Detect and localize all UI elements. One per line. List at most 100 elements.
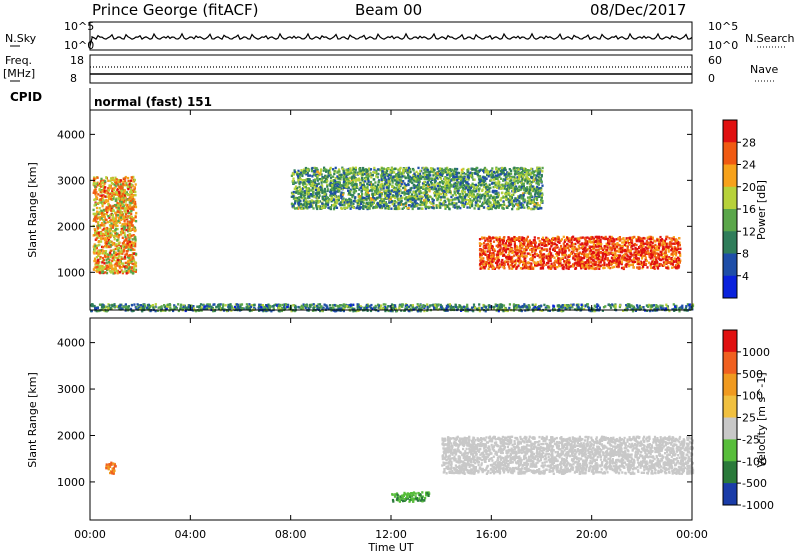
heatmap-cell bbox=[569, 304, 572, 307]
heatmap-cell bbox=[531, 249, 534, 252]
heatmap-cell bbox=[271, 305, 274, 308]
heatmap-cell bbox=[132, 227, 135, 231]
heatmap-cell bbox=[660, 253, 663, 256]
heatmap-cell bbox=[652, 258, 655, 261]
heatmap-cell bbox=[527, 244, 530, 248]
heatmap-cell bbox=[248, 304, 251, 307]
heatmap-cell bbox=[482, 193, 485, 196]
heatmap-cell bbox=[342, 308, 346, 311]
heatmap-cell bbox=[98, 265, 101, 269]
heatmap-cell bbox=[242, 307, 245, 310]
heatmap-cell bbox=[508, 241, 511, 244]
heatmap-cell bbox=[112, 209, 115, 213]
heatmap-cell bbox=[134, 183, 137, 186]
heatmap-cell bbox=[118, 265, 121, 268]
heatmap-cell bbox=[478, 309, 481, 313]
heatmap-cell bbox=[524, 263, 527, 266]
heatmap-cell bbox=[526, 235, 529, 239]
heatmap-cell bbox=[99, 231, 103, 234]
heatmap-cell bbox=[301, 193, 304, 196]
heatmap-cell bbox=[567, 246, 570, 250]
heatmap-cell bbox=[623, 239, 626, 242]
heatmap-cell bbox=[121, 271, 124, 275]
heatmap-cell bbox=[671, 308, 674, 311]
heatmap-cell bbox=[508, 243, 511, 247]
heatmap-cell bbox=[341, 307, 344, 310]
heatmap-cell bbox=[119, 207, 122, 210]
heatmap-cell bbox=[128, 240, 132, 244]
heatmap-cell bbox=[284, 303, 288, 306]
heatmap-cell bbox=[557, 240, 560, 243]
heatmap-cell bbox=[230, 309, 233, 312]
heatmap-cell bbox=[127, 239, 130, 243]
heatmap-cell bbox=[561, 247, 564, 251]
heatmap-cell bbox=[109, 251, 112, 254]
heatmap-cell bbox=[497, 256, 500, 259]
heatmap-cell bbox=[579, 243, 582, 246]
heatmap-cell bbox=[101, 234, 104, 237]
heatmap-cell bbox=[131, 218, 134, 221]
heatmap-cell bbox=[574, 237, 577, 240]
heatmap-cell bbox=[483, 263, 486, 266]
heatmap-cell bbox=[519, 173, 522, 177]
heatmap-cell bbox=[129, 184, 132, 187]
heatmap-cell bbox=[496, 245, 500, 249]
heatmap-cell bbox=[513, 247, 517, 250]
heatmap-cell bbox=[519, 242, 522, 245]
heatmap-cell bbox=[527, 261, 530, 264]
heatmap-cell bbox=[607, 251, 610, 254]
heatmap-cell bbox=[498, 244, 501, 247]
heatmap-cell bbox=[489, 239, 492, 242]
heatmap-cell bbox=[118, 186, 121, 189]
heatmap-cell bbox=[583, 264, 586, 267]
heatmap-cell bbox=[344, 303, 347, 307]
heatmap-cell bbox=[125, 305, 128, 308]
heatmap-cell bbox=[521, 243, 524, 247]
heatmap-cell bbox=[561, 256, 564, 259]
heatmap-cell bbox=[665, 242, 668, 246]
date-title: 08/Dec/2017 bbox=[590, 1, 686, 19]
heatmap-cell bbox=[95, 237, 98, 240]
heatmap-cell bbox=[173, 307, 176, 311]
heatmap-cell bbox=[129, 205, 132, 208]
heatmap-cell bbox=[479, 267, 482, 270]
heatmap-cell bbox=[540, 247, 544, 250]
heatmap-cell bbox=[535, 206, 538, 209]
heatmap-cell bbox=[115, 232, 119, 235]
heatmap-cell bbox=[239, 305, 242, 308]
heatmap-cell bbox=[311, 204, 314, 207]
heatmap-cell bbox=[597, 240, 600, 243]
heatmap-cell bbox=[433, 181, 436, 184]
heatmap-cell bbox=[581, 243, 584, 247]
heatmap-cell bbox=[567, 261, 570, 264]
heatmap-cell bbox=[477, 190, 481, 193]
heatmap-cell bbox=[131, 199, 134, 202]
heatmap-cell bbox=[636, 239, 639, 242]
heatmap-cell bbox=[132, 194, 135, 197]
heatmap-cell bbox=[475, 166, 478, 170]
heatmap-cell bbox=[248, 309, 251, 313]
heatmap-cell bbox=[106, 210, 109, 214]
heatmap-cell bbox=[116, 187, 119, 191]
heatmap-cell bbox=[581, 242, 584, 245]
heatmap-cell bbox=[600, 243, 603, 246]
heatmap-cell bbox=[129, 246, 132, 249]
heatmap-cell bbox=[107, 307, 110, 310]
heatmap-cell bbox=[113, 271, 117, 274]
heatmap-cell bbox=[565, 238, 568, 241]
heatmap-cell bbox=[103, 252, 106, 255]
heatmap-cell bbox=[569, 265, 572, 268]
heatmap-cell bbox=[109, 243, 112, 247]
heatmap-cell bbox=[542, 253, 546, 256]
heatmap-cell bbox=[610, 252, 613, 255]
nave-bottom-tick: 0 bbox=[708, 72, 715, 85]
heatmap-cell bbox=[610, 235, 613, 239]
heatmap-cell bbox=[493, 253, 496, 256]
heatmap-cell bbox=[126, 226, 129, 229]
heatmap-cell bbox=[314, 304, 317, 307]
heatmap-cell bbox=[115, 178, 118, 181]
heatmap-cell bbox=[592, 307, 595, 310]
heatmap-cell bbox=[668, 237, 671, 240]
heatmap-cell bbox=[107, 179, 110, 182]
heatmap-cell bbox=[504, 242, 508, 245]
